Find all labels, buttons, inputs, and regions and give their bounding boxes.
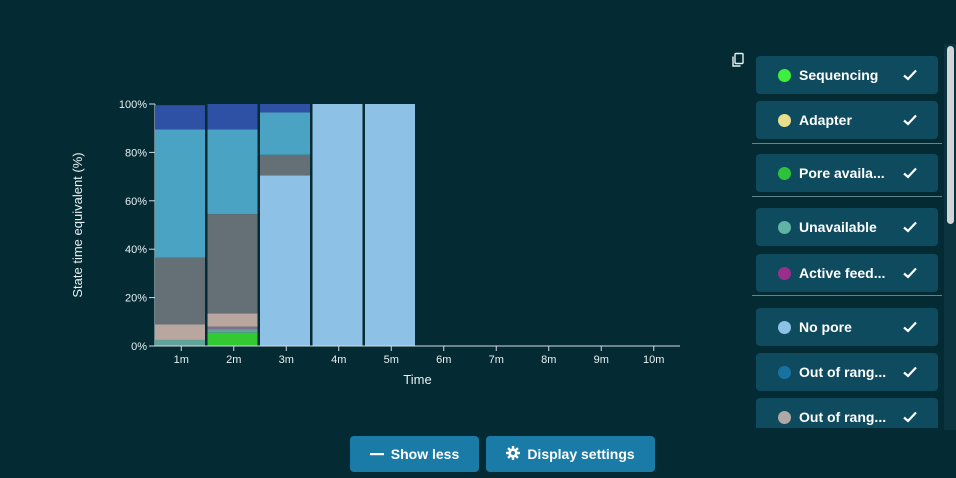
check-icon — [903, 411, 917, 423]
y-tick-label: 60% — [125, 196, 147, 208]
x-tick-label: 4m — [331, 354, 346, 366]
display-settings-button[interactable]: Display settings — [486, 436, 655, 472]
legend-divider — [752, 143, 942, 144]
legend-scrollbar-thumb[interactable] — [947, 46, 954, 224]
legend-item-sequencing[interactable]: Sequencing — [756, 56, 938, 94]
bar-segment — [312, 104, 363, 346]
x-tick-label: 1m — [174, 354, 189, 366]
check-icon — [903, 221, 917, 233]
y-tick-label: 80% — [125, 147, 147, 159]
legend-item-unavailable[interactable]: Unavailable — [756, 208, 938, 246]
check-icon — [903, 69, 917, 81]
check-icon — [903, 167, 917, 179]
pore-available-dot-icon — [778, 166, 791, 180]
legend-label: No pore — [799, 319, 852, 335]
legend-divider — [752, 196, 942, 197]
adapter-dot-icon — [778, 113, 791, 127]
bar-segment — [155, 129, 205, 258]
legend-label: Pore availa... — [799, 165, 885, 181]
y-tick-label: 20% — [125, 293, 147, 305]
check-icon — [903, 267, 917, 279]
bar-segment — [155, 324, 205, 340]
legend-label: Out of rang... — [799, 364, 887, 380]
y-tick-label: 40% — [125, 244, 147, 256]
chart-svg: 0% 20% 40% 60% 80% 100% 1m 2m 3m 4m 5m 6m 7m 8m 9m 10m T… — [70, 99, 680, 387]
state-time-chart: 0% 20% 40% 60% 80% 100% 1m 2m 3m 4m 5m 6m 7m 8m 9m 10m T… — [70, 99, 680, 387]
x-tick-label: 5m — [384, 354, 399, 366]
x-tick-label: 9m — [594, 354, 609, 366]
x-tick-label: 2m — [226, 354, 241, 366]
bar-segment — [155, 257, 205, 325]
bar-segment — [207, 104, 258, 130]
legend-item-no-pore[interactable]: No pore — [756, 308, 938, 346]
legend-label: Adapter — [799, 112, 852, 128]
show-less-label: Show less — [390, 446, 460, 462]
x-tick-label: 7m — [489, 354, 504, 366]
unavailable-dot-icon — [778, 220, 791, 234]
y-tick-label: 100% — [119, 99, 147, 111]
y-axis-title: State time equivalent (%) — [70, 152, 85, 297]
x-tick-label: 8m — [541, 354, 556, 366]
x-tick-label: 10m — [643, 354, 664, 366]
out-of-range-dot-icon — [778, 410, 791, 424]
x-axis-title: Time — [403, 372, 431, 387]
bar-segment — [365, 104, 415, 346]
no-pore-dot-icon — [778, 320, 791, 334]
bar-segment — [207, 332, 258, 346]
legend-label: Out of rang... — [799, 409, 887, 425]
copy-icon[interactable] — [730, 52, 746, 68]
bar-segment — [260, 154, 310, 176]
bar-segment — [260, 112, 310, 155]
bar-segment — [207, 329, 258, 333]
bar-segment — [207, 313, 258, 327]
gear-icon — [506, 445, 521, 463]
bar-segment — [155, 339, 205, 346]
legend-item-out-of-range-2[interactable]: Out of rang... — [756, 398, 938, 428]
bar-segment — [260, 104, 310, 113]
check-icon — [903, 321, 917, 333]
legend-item-out-of-range-1[interactable]: Out of rang... — [756, 353, 938, 391]
out-of-range-dot-icon — [778, 365, 791, 379]
show-less-button[interactable]: Show less — [350, 436, 479, 472]
legend-divider — [752, 295, 942, 296]
legend-item-adapter[interactable]: Adapter — [756, 101, 938, 139]
x-tick-label: 3m — [279, 354, 294, 366]
active-feedback-dot-icon — [778, 266, 791, 280]
bar-segment — [155, 105, 205, 130]
x-tick-label: 6m — [436, 354, 451, 366]
display-settings-label: Display settings — [527, 446, 635, 462]
minus-icon — [369, 446, 384, 462]
legend-label: Unavailable — [799, 219, 877, 235]
legend-panel: Sequencing Adapter Pore availa... Unavai… — [752, 48, 942, 428]
legend-label: Sequencing — [799, 67, 879, 83]
sequencing-dot-icon — [778, 68, 791, 82]
bar-segment — [207, 326, 258, 330]
check-icon — [903, 366, 917, 378]
legend-label: Active feed... — [799, 265, 886, 281]
check-icon — [903, 114, 917, 126]
legend-item-pore-available[interactable]: Pore availa... — [756, 154, 938, 192]
bar-segment — [207, 214, 258, 314]
y-tick-label: 0% — [131, 341, 147, 353]
bar-segment — [260, 175, 310, 346]
legend-item-active-feedback[interactable]: Active feed... — [756, 254, 938, 292]
bar-segment — [207, 129, 258, 215]
